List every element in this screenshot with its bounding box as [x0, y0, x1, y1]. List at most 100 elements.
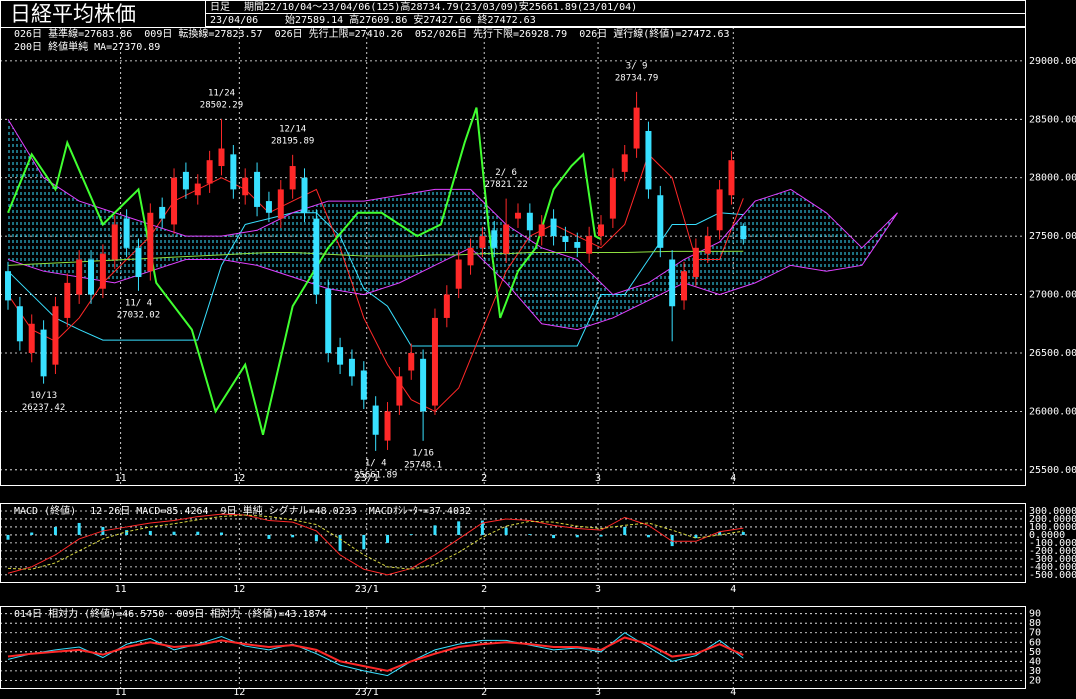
y-tick-label: 26500.00 [1029, 348, 1076, 359]
legend-entry: MACDｵｼﾚｰﾀｰ=37.4032 [369, 505, 471, 517]
candle-body [443, 294, 450, 318]
annotation-value: 26237.42 [22, 403, 65, 413]
candle-body [88, 259, 95, 295]
period: 期間22/10/04～23/04/06(125)高28734.79(23/03/… [244, 0, 637, 13]
x-tick-label: 2 [481, 687, 487, 698]
candle-body [159, 206, 166, 219]
x-tick-label: 23/1 [355, 584, 379, 595]
oscillator-bar [504, 527, 508, 535]
legend-entry: 026日 先行上限=27410.26 [275, 27, 403, 40]
candle-body [621, 154, 628, 172]
candle-body [609, 177, 616, 219]
y-tick-label: 27000.00 [1029, 290, 1076, 301]
candle-body [598, 224, 605, 237]
candle-body [740, 225, 747, 240]
candle-body [52, 306, 59, 365]
legend-entry: 009日 転換線=27823.57 [144, 27, 262, 40]
x-tick-label: 11 [115, 473, 127, 484]
candle-body [301, 177, 308, 213]
candle-body [230, 154, 237, 190]
x-tick-label: 3 [595, 584, 601, 595]
oscillator-bar [741, 531, 745, 535]
series-line [7, 107, 602, 436]
candle-body [64, 282, 71, 318]
oscillator-bar [53, 526, 57, 535]
oscillator-bar [575, 534, 579, 538]
y-tick-label: 30 [1029, 666, 1041, 677]
annotation-date: 11/ 4 [125, 298, 152, 308]
y-tick-label: 60 [1029, 637, 1041, 648]
series-line [7, 250, 744, 266]
y-tick-label: 70 [1029, 628, 1041, 639]
y-tick-label: 200.0000 [1029, 514, 1076, 525]
y-tick-label: 28500.00 [1029, 114, 1076, 125]
y-tick-label: -300.0000 [1029, 554, 1076, 565]
rsi-panel [0, 606, 1026, 689]
y-tick-label: 20 [1029, 675, 1041, 686]
oscillator-bar [314, 534, 318, 542]
oscillator-bar [433, 525, 437, 535]
y-tick-label: 25500.00 [1029, 465, 1076, 476]
x-tick-label: 11 [115, 687, 127, 698]
series-line [7, 212, 744, 347]
candle-body [111, 224, 118, 260]
series-line [7, 212, 898, 331]
x-tick-label: 3 [595, 687, 601, 698]
oscillator-bar [196, 531, 200, 535]
oscillator-bar [599, 534, 603, 537]
x-tick-label: 4 [730, 473, 736, 484]
candle-body [728, 160, 735, 196]
legend-entry: 9日 単純 シグナル=48.0233 [221, 504, 357, 517]
candle-body [455, 259, 462, 289]
annotation-date: 1/ 4 [365, 458, 387, 468]
annotation-value: 25748.1 [404, 460, 442, 470]
oscillator-bar [362, 534, 366, 550]
y-tick-label: 26000.00 [1029, 406, 1076, 417]
candle-body [384, 411, 391, 441]
annotation-date: 2/ 6 [495, 168, 517, 178]
last-date: 23/04/06 [210, 15, 258, 26]
candle-body [408, 352, 415, 371]
annotation-date: 1/16 [412, 448, 434, 458]
oscillator-bar [670, 534, 674, 547]
x-tick-label: 4 [730, 584, 736, 595]
candle-body [254, 171, 261, 207]
candle-body [681, 271, 688, 301]
oscillator-bar [125, 530, 129, 535]
panel-title: MACD (終値) [14, 504, 76, 517]
y-tick-label: -200.0000 [1029, 546, 1076, 557]
oscillator-bar [267, 534, 271, 539]
series-line [7, 636, 744, 672]
x-tick-label: 11 [115, 584, 127, 595]
annotation-value: 28195.89 [271, 136, 314, 146]
candle-body [538, 224, 545, 237]
candle-body [194, 183, 201, 196]
y-tick-label: -500.0000 [1029, 570, 1076, 581]
series-line [7, 632, 744, 677]
oscillator-bar [77, 522, 81, 535]
oscillator-bar [219, 532, 223, 535]
legend-entry: 026日 遅行線(終値)=27472.63 [579, 27, 729, 40]
x-tick-label: 2 [481, 584, 487, 595]
y-tick-label: 50 [1029, 647, 1041, 658]
candle-body [372, 405, 379, 435]
candle-body [716, 189, 723, 231]
header-row [205, 13, 1026, 27]
candle-body [704, 236, 711, 254]
oscillator-bar [480, 520, 484, 535]
candle-body [135, 247, 142, 278]
oscillator-bar [646, 534, 650, 538]
oscillator-bar [528, 534, 532, 535]
oscillator-bar [148, 530, 152, 535]
candle-body [396, 376, 403, 406]
main-panel [0, 27, 1026, 486]
y-tick-label: 28000.00 [1029, 173, 1076, 184]
annotation-value: 25661.89 [354, 470, 397, 480]
candle-body [5, 271, 12, 301]
candle-body [182, 171, 189, 190]
candle-body [360, 370, 367, 400]
candle-body [586, 236, 593, 254]
x-tick-label: 12 [233, 584, 245, 595]
annotation-value: 28502.29 [200, 101, 243, 111]
